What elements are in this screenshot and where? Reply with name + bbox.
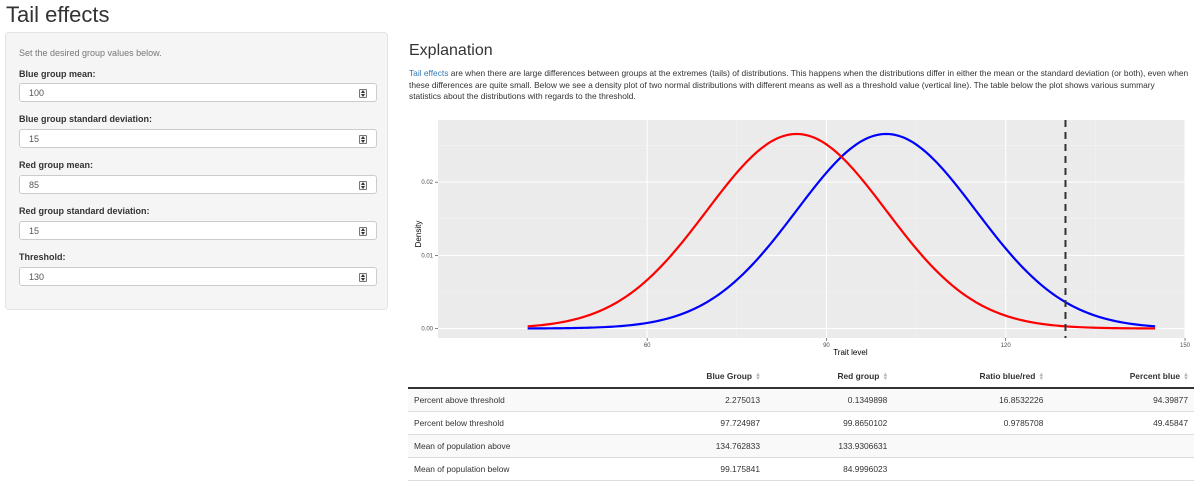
input-panel: Set the desired group values below. Blue… [5,32,388,310]
row-label: Percent below threshold [408,411,632,435]
x-axis-label: Trait level [833,348,868,357]
density-plot: 60 90 120 150 0.00 0.01 0.02 Trait level Density [414,120,1191,357]
threshold-value: 130 [29,272,45,282]
table-cell [1049,457,1194,481]
red-mean-spinner-icon[interactable] [359,181,367,190]
row-label: Mean of population above [408,434,632,458]
threshold-label: Threshold: [19,252,66,262]
red-sd-label: Red group standard deviation: [19,206,150,216]
summary-table: Blue Group ▲ ▼ Red group ▲ ▼ Ratio blue/red ▲… [408,365,1194,481]
table-header-row: Blue Group ▲ ▼ Red group ▲ ▼ Ratio blue/red ▲… [408,365,1194,389]
table-cell: 133.9306631 [766,434,894,458]
blue-mean-value: 100 [29,88,45,98]
row-label: Percent above threshold [408,388,632,412]
table-cell: 134.762833 [631,434,766,458]
sort-icon: ▲ ▼ [882,371,889,382]
blue-mean-spinner-icon[interactable] [359,89,367,98]
explanation-text: Tail effects are when there are large di… [409,68,1189,103]
table-cell: 99.8650102 [766,411,894,435]
table-cell: 0.9785708 [893,411,1050,435]
column-header-label: Red group [837,371,880,381]
x-tick-label: 120 [1001,343,1012,349]
sort-icon: ▲ ▼ [1038,371,1045,382]
density-line-red [527,132,1156,330]
table-cell: 99.175841 [631,457,766,481]
blue-mean-input[interactable]: 100 [19,83,377,102]
plot-panel [438,120,1185,338]
column-header-red-group[interactable]: Red group ▲ ▼ [766,365,894,389]
y-axis-label: Density [414,221,423,248]
column-header-label: Ratio blue/red [979,371,1036,381]
table-row: Mean of population above 134.762833 133.… [408,434,1194,458]
column-header-label: Blue Group [706,371,752,381]
x-tick-label: 90 [823,343,830,349]
red-sd-spinner-icon[interactable] [359,227,367,236]
red-mean-input[interactable]: 85 [19,175,377,194]
table-row: Mean of population below 99.175841 84.99… [408,457,1194,481]
red-sd-value: 15 [29,226,40,236]
y-tick-label: 0.00 [421,326,433,332]
blue-mean-label: Blue group mean: [19,69,96,79]
table-cell [893,457,1050,481]
table-header-blank [408,365,632,389]
y-tick-label: 0.02 [421,180,433,186]
app-title: Tail effects [6,2,110,27]
column-header-percent-blue[interactable]: Percent blue ▲ ▼ [1049,365,1194,389]
blue-sd-label: Blue group standard deviation: [19,114,153,124]
column-header-blue-group[interactable]: Blue Group ▲ ▼ [631,365,766,389]
table-cell [893,434,1050,458]
x-tick-label: 60 [644,343,651,349]
table-row: Percent below threshold 97.724987 99.865… [408,411,1194,435]
sort-icon: ▲ ▼ [755,371,761,382]
red-mean-label: Red group mean: [19,160,94,170]
blue-sd-spinner-icon[interactable] [359,135,367,144]
explanation-heading: Explanation [409,42,493,59]
red-sd-input[interactable]: 15 [19,221,377,240]
red-mean-value: 85 [29,180,40,190]
column-header-label: Percent blue [1129,371,1180,381]
input-panel-intro: Set the desired group values below. [19,48,162,58]
table-cell: 2.275013 [631,388,766,412]
blue-sd-value: 15 [29,134,40,144]
blue-sd-input[interactable]: 15 [19,129,377,148]
table-cell: 49.45847 [1049,411,1194,435]
table-cell: 16.8532226 [893,388,1050,412]
table-cell: 97.724987 [631,411,766,435]
column-header-ratio[interactable]: Ratio blue/red ▲ ▼ [893,365,1050,389]
tail-effects-link[interactable]: Tail effects [409,68,449,78]
threshold-spinner-icon[interactable] [359,273,367,282]
table-cell: 84.9996023 [766,457,894,481]
explanation-body: are when there are large differences bet… [409,68,1189,101]
table-cell: 0.1349898 [766,388,894,412]
table-row: Percent above threshold 2.275013 0.13498… [408,388,1194,412]
table-cell [1049,434,1194,458]
threshold-input[interactable]: 130 [19,267,377,286]
table-cell: 94.39877 [1049,388,1194,412]
row-label: Mean of population below [408,457,632,481]
sort-icon: ▲ ▼ [1183,371,1189,382]
y-tick-label: 0.01 [421,253,433,259]
x-tick-label: 150 [1180,343,1191,349]
